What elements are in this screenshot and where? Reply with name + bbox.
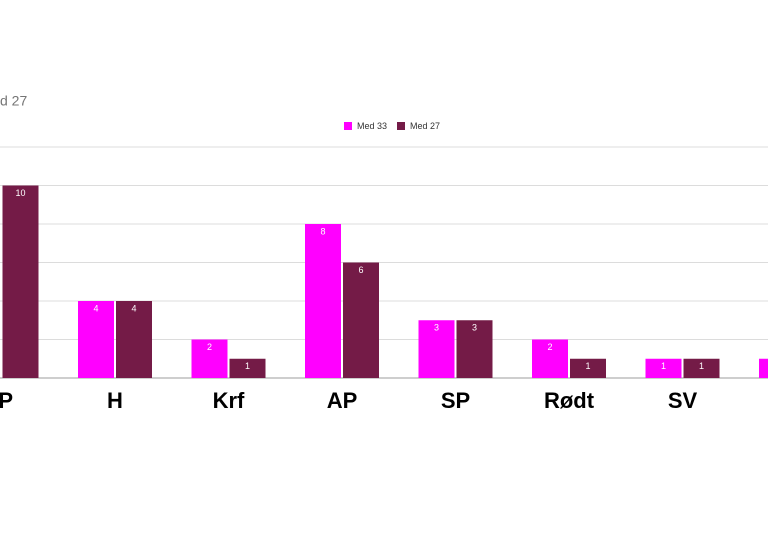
x-tick-label: Krf xyxy=(213,388,245,413)
x-tick-label: H xyxy=(107,388,123,413)
bar xyxy=(645,358,682,378)
legend-swatch xyxy=(344,122,352,130)
bar xyxy=(759,358,768,378)
legend-label: Med 33 xyxy=(357,121,387,131)
chart-title: d 27 xyxy=(0,93,27,109)
data-label: 4 xyxy=(131,303,136,313)
bar xyxy=(683,358,720,378)
data-label: 1 xyxy=(245,361,250,371)
bar xyxy=(2,185,39,378)
x-tick-label: SV xyxy=(668,388,698,413)
bar xyxy=(532,339,568,378)
data-label: 2 xyxy=(207,342,212,352)
data-label: 6 xyxy=(358,265,363,275)
x-tick-label: rP xyxy=(0,388,13,413)
data-label: 1 xyxy=(699,361,704,371)
data-label: 4 xyxy=(93,303,98,313)
data-label: 1 xyxy=(661,361,666,371)
x-tick-label: Rødt xyxy=(544,388,595,413)
data-label: 3 xyxy=(472,323,477,333)
bar xyxy=(305,224,341,378)
bar xyxy=(78,301,114,378)
x-tick-label: AP xyxy=(327,388,358,413)
bar xyxy=(191,339,228,378)
legend-swatch xyxy=(397,122,405,130)
legend-label: Med 27 xyxy=(410,121,440,131)
bar xyxy=(343,262,379,378)
bar xyxy=(456,320,493,378)
bar xyxy=(229,358,266,378)
bar xyxy=(570,358,606,378)
data-label: 8 xyxy=(320,226,325,236)
data-label: 3 xyxy=(434,323,439,333)
x-tick-label: SP xyxy=(441,388,470,413)
bar xyxy=(418,320,455,378)
data-label: 10 xyxy=(15,188,25,198)
bar xyxy=(116,301,152,378)
data-label: 2 xyxy=(547,342,552,352)
data-label: 1 xyxy=(585,361,590,371)
